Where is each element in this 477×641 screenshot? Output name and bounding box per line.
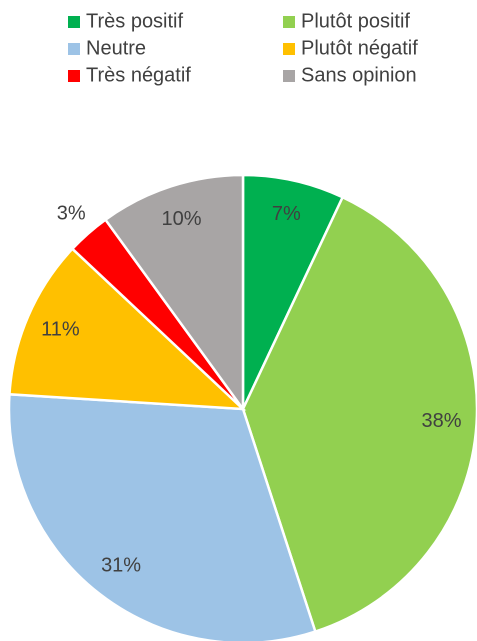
legend-swatch bbox=[283, 70, 295, 82]
legend-swatch bbox=[68, 16, 80, 28]
data-label: 31% bbox=[101, 554, 141, 576]
legend-label: Très négatif bbox=[86, 64, 191, 86]
legend-label: Neutre bbox=[86, 37, 146, 59]
pie-slice bbox=[7, 392, 317, 641]
legend-label: Plutôt négatif bbox=[301, 37, 418, 59]
pie-slice bbox=[8, 247, 247, 411]
data-label: 38% bbox=[421, 410, 461, 432]
legend-swatch bbox=[283, 16, 295, 28]
legend-label: Sans opinion bbox=[301, 64, 417, 86]
legend-swatch bbox=[283, 43, 295, 55]
data-label: 7% bbox=[272, 203, 301, 225]
legend-label: Plutôt positif bbox=[301, 10, 410, 32]
data-label: 10% bbox=[162, 208, 202, 230]
data-label: 3% bbox=[57, 202, 86, 224]
legend-swatch bbox=[68, 43, 80, 55]
data-label: 11% bbox=[41, 318, 80, 340]
legend-swatch bbox=[68, 70, 80, 82]
pie-slice bbox=[241, 173, 345, 410]
pie-slice bbox=[103, 173, 245, 413]
legend-label: Très positif bbox=[86, 10, 184, 32]
